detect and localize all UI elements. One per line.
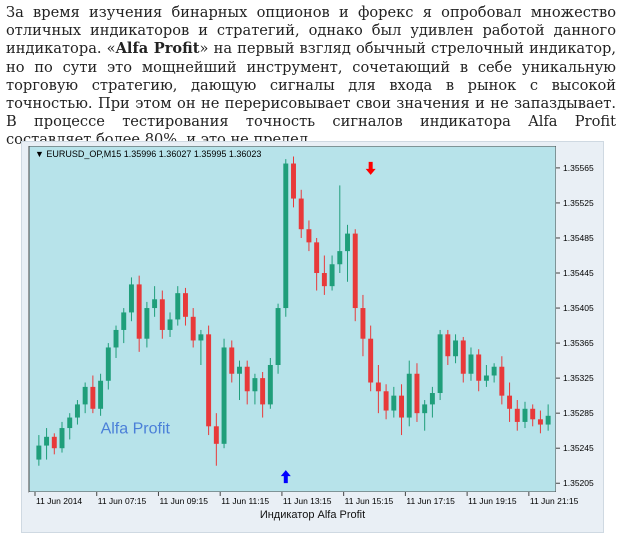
candle-body <box>128 284 134 313</box>
candle-body <box>368 338 374 383</box>
candle-body <box>437 334 443 394</box>
candle-body <box>375 382 381 392</box>
candle-body <box>391 395 397 411</box>
chart-caption: Индикатор Alfa Profit <box>259 509 366 521</box>
candle-body <box>321 273 327 287</box>
candle-body <box>113 329 119 348</box>
y-tick-label: 1.35525 <box>563 198 594 208</box>
candle-body <box>237 366 242 374</box>
candle-body <box>275 308 281 365</box>
candle-body <box>476 354 482 381</box>
candle-body <box>298 198 304 230</box>
candle-body <box>483 375 489 381</box>
candle-body <box>183 293 188 317</box>
candle-body <box>175 293 181 320</box>
candle-body <box>530 408 536 420</box>
x-tick-label: 11 Jun 19:15 <box>468 496 517 506</box>
article-text: За время изучения бинарных опционов и фо… <box>6 4 616 150</box>
candle-body <box>74 404 80 418</box>
candle-body <box>213 426 219 444</box>
candle-body <box>206 334 212 427</box>
candle-body <box>422 404 428 414</box>
candle-body <box>59 428 65 449</box>
article-part1: За время изучения бинарных опционов и фо… <box>6 4 616 58</box>
y-tick-label: 1.35485 <box>563 233 594 243</box>
candle-body <box>244 366 250 392</box>
candle-body <box>399 395 404 418</box>
candle-body <box>167 319 173 330</box>
candle-body <box>136 284 142 339</box>
candle-body <box>406 373 412 418</box>
candle-body <box>445 334 451 357</box>
watermark-label: Alfa Profit <box>101 420 171 437</box>
article-bold-name: Alfa Profit <box>115 40 200 58</box>
candle-body <box>460 340 466 374</box>
x-axis-strip <box>29 492 599 508</box>
candle-body <box>329 264 335 287</box>
candle-body <box>537 419 543 425</box>
x-tick-label: 11 Jun 21:15 <box>530 496 579 506</box>
candle-body <box>144 308 150 339</box>
candle-body <box>314 242 320 274</box>
y-tick-label: 1.35565 <box>563 163 594 173</box>
candle-body <box>453 340 459 357</box>
buy-arrow-icon <box>280 470 291 484</box>
candle-body <box>267 364 273 405</box>
y-tick-label: 1.35245 <box>563 443 594 453</box>
sell-arrow-icon <box>365 161 376 175</box>
candle-body <box>198 334 204 341</box>
candle-body <box>522 408 528 422</box>
candle-body <box>360 308 366 339</box>
candle-body <box>468 354 474 374</box>
y-tick-label: 1.35365 <box>563 338 594 348</box>
chart-title: ▼ EURUSD_OP,M15 1.35996 1.36027 1.35995 … <box>35 149 261 159</box>
candle-body <box>190 316 196 341</box>
candle-body <box>152 299 158 309</box>
candle-body <box>337 251 343 265</box>
candle-body <box>352 233 358 309</box>
y-tick-label: 1.35285 <box>563 408 594 418</box>
x-tick-label: 11 Jun 11:15 <box>221 496 269 506</box>
candle-body <box>306 229 312 243</box>
article-part2: » на первый взгляд обычный стрелочный ин… <box>6 40 616 149</box>
candle-body <box>229 347 235 374</box>
candle-body <box>514 408 520 422</box>
candle-body <box>44 436 50 446</box>
candle-body <box>507 395 513 409</box>
candle-body <box>414 373 420 414</box>
candle-body <box>260 378 266 405</box>
candle-body <box>252 378 258 392</box>
candle-body <box>36 445 42 460</box>
x-tick-label: 11 Jun 15:15 <box>345 496 394 506</box>
candle-body <box>283 163 289 309</box>
candle-body <box>429 393 435 405</box>
x-tick-label: 11 Jun 13:15 <box>283 496 332 506</box>
x-tick-label: 11 Jun 17:15 <box>406 496 455 506</box>
x-tick-label: 11 Jun 09:15 <box>159 496 208 506</box>
x-tick-label: 11 Jun 07:15 <box>98 496 147 506</box>
candle-body <box>383 391 389 411</box>
candlestick-chart: ▼ EURUSD_OP,M15 1.35996 1.36027 1.35995 … <box>28 146 599 508</box>
candle-body <box>98 380 104 409</box>
y-tick-label: 1.35325 <box>563 373 594 383</box>
candle-body <box>499 366 505 396</box>
candle-body <box>159 299 165 330</box>
candle-body <box>121 312 127 330</box>
candle-body <box>51 436 57 449</box>
y-tick-label: 1.35445 <box>563 268 594 278</box>
candle-body <box>221 347 227 444</box>
x-tick-label: 11 Jun 2014 <box>36 496 82 506</box>
candle-body <box>291 163 296 199</box>
candle-body <box>67 417 73 429</box>
y-tick-label: 1.35405 <box>563 303 594 313</box>
candle-body <box>82 386 88 405</box>
candle-body <box>345 233 350 252</box>
y-tick-label: 1.35205 <box>563 478 594 488</box>
candle-body <box>545 415 551 425</box>
candle-body <box>105 347 111 381</box>
candle-body <box>491 366 497 376</box>
y-axis-strip <box>556 146 599 492</box>
candle-body <box>90 386 96 409</box>
